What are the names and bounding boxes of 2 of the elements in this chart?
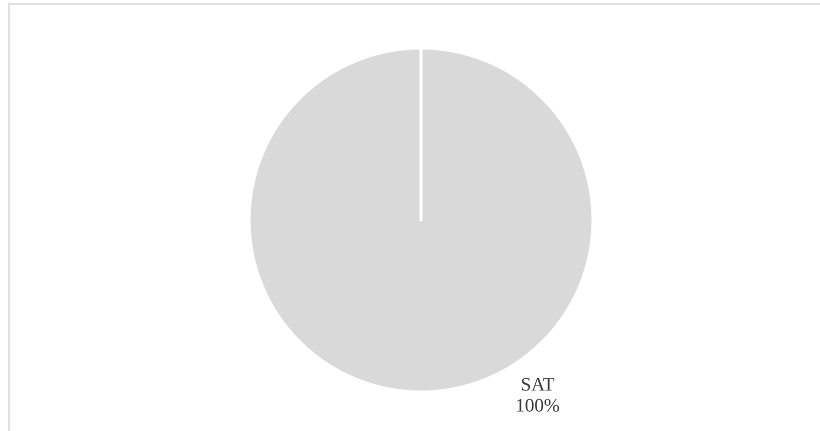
data-label: 100% [515, 395, 560, 416]
slice-label: SAT [520, 374, 555, 396]
